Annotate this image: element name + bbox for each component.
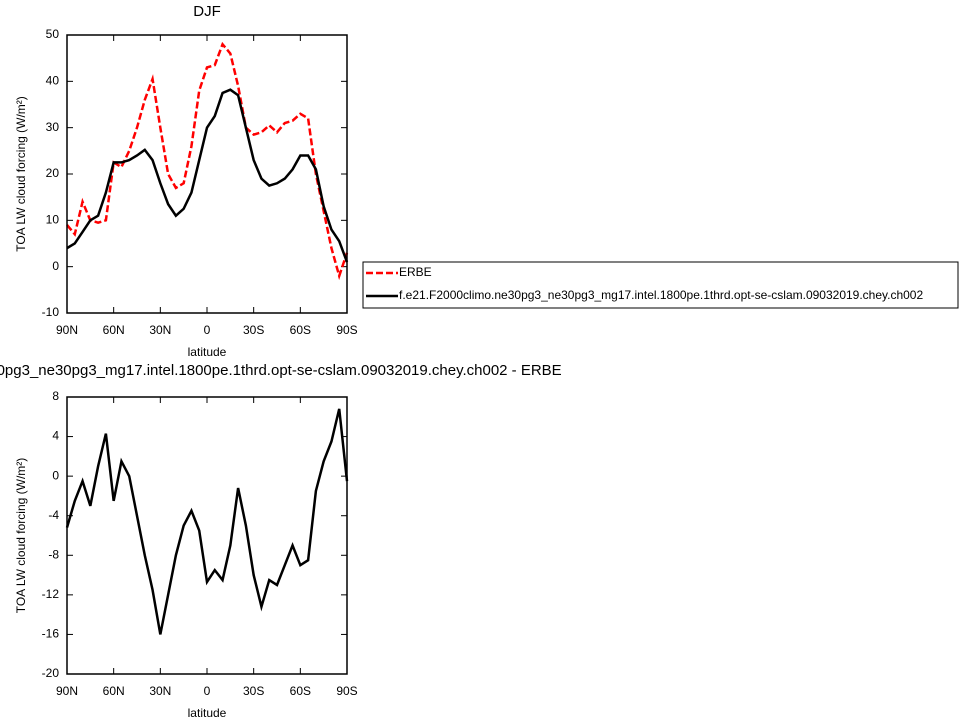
y-tick-label: -10 xyxy=(42,305,60,319)
y-tick-label: -4 xyxy=(48,508,59,522)
y-tick-label: -20 xyxy=(42,666,60,680)
x-tick-label: 60N xyxy=(103,323,125,337)
plot-frame xyxy=(66,396,348,675)
x-tick-label: 60N xyxy=(103,684,125,698)
y-tick-label: -8 xyxy=(48,547,59,561)
chart-title: f.e21.F2000climo.ne30pg3_ne30pg3_mg17.in… xyxy=(0,362,562,379)
data-line xyxy=(66,88,349,263)
chart-title: DJF xyxy=(193,3,221,20)
x-axis-label: latitude xyxy=(188,345,227,359)
y-tick-label: 4 xyxy=(52,429,59,443)
x-tick-label: 60S xyxy=(290,323,311,337)
y-tick-label: -12 xyxy=(42,587,60,601)
y-tick-label: 50 xyxy=(46,27,60,41)
y-tick-label: 10 xyxy=(46,213,60,227)
x-tick-label: 0 xyxy=(204,684,211,698)
legend-box xyxy=(362,261,959,309)
x-tick-label: 30S xyxy=(243,684,264,698)
y-tick-label: 30 xyxy=(46,120,60,134)
y-tick-label: 40 xyxy=(46,74,60,88)
data-line xyxy=(65,408,349,635)
y-tick-label: 0 xyxy=(52,259,59,273)
x-tick-label: 30N xyxy=(149,323,171,337)
legend-label: ERBE xyxy=(399,265,432,279)
legend-label: f.e21.F2000climo.ne30pg3_ne30pg3_mg17.in… xyxy=(399,288,923,302)
y-tick-label: 0 xyxy=(52,468,59,482)
y-tick-label: -16 xyxy=(42,627,60,641)
x-tick-label: 90S xyxy=(336,684,357,698)
x-tick-label: 0 xyxy=(204,323,211,337)
x-tick-label: 30S xyxy=(243,323,264,337)
x-tick-label: 30N xyxy=(149,684,171,698)
y-tick-label: 8 xyxy=(52,389,59,403)
x-tick-label: 60S xyxy=(290,684,311,698)
y-axis-label: TOA LW cloud forcing (W/m²) xyxy=(14,458,28,614)
x-tick-label: 90S xyxy=(336,323,357,337)
x-tick-label: 90N xyxy=(56,684,78,698)
y-axis-label: TOA LW cloud forcing (W/m²) xyxy=(14,96,28,252)
x-tick-label: 90N xyxy=(56,323,78,337)
data-line xyxy=(66,41,349,281)
plot-frame xyxy=(66,34,348,314)
x-axis-label: latitude xyxy=(188,706,227,720)
y-tick-label: 20 xyxy=(46,166,60,180)
